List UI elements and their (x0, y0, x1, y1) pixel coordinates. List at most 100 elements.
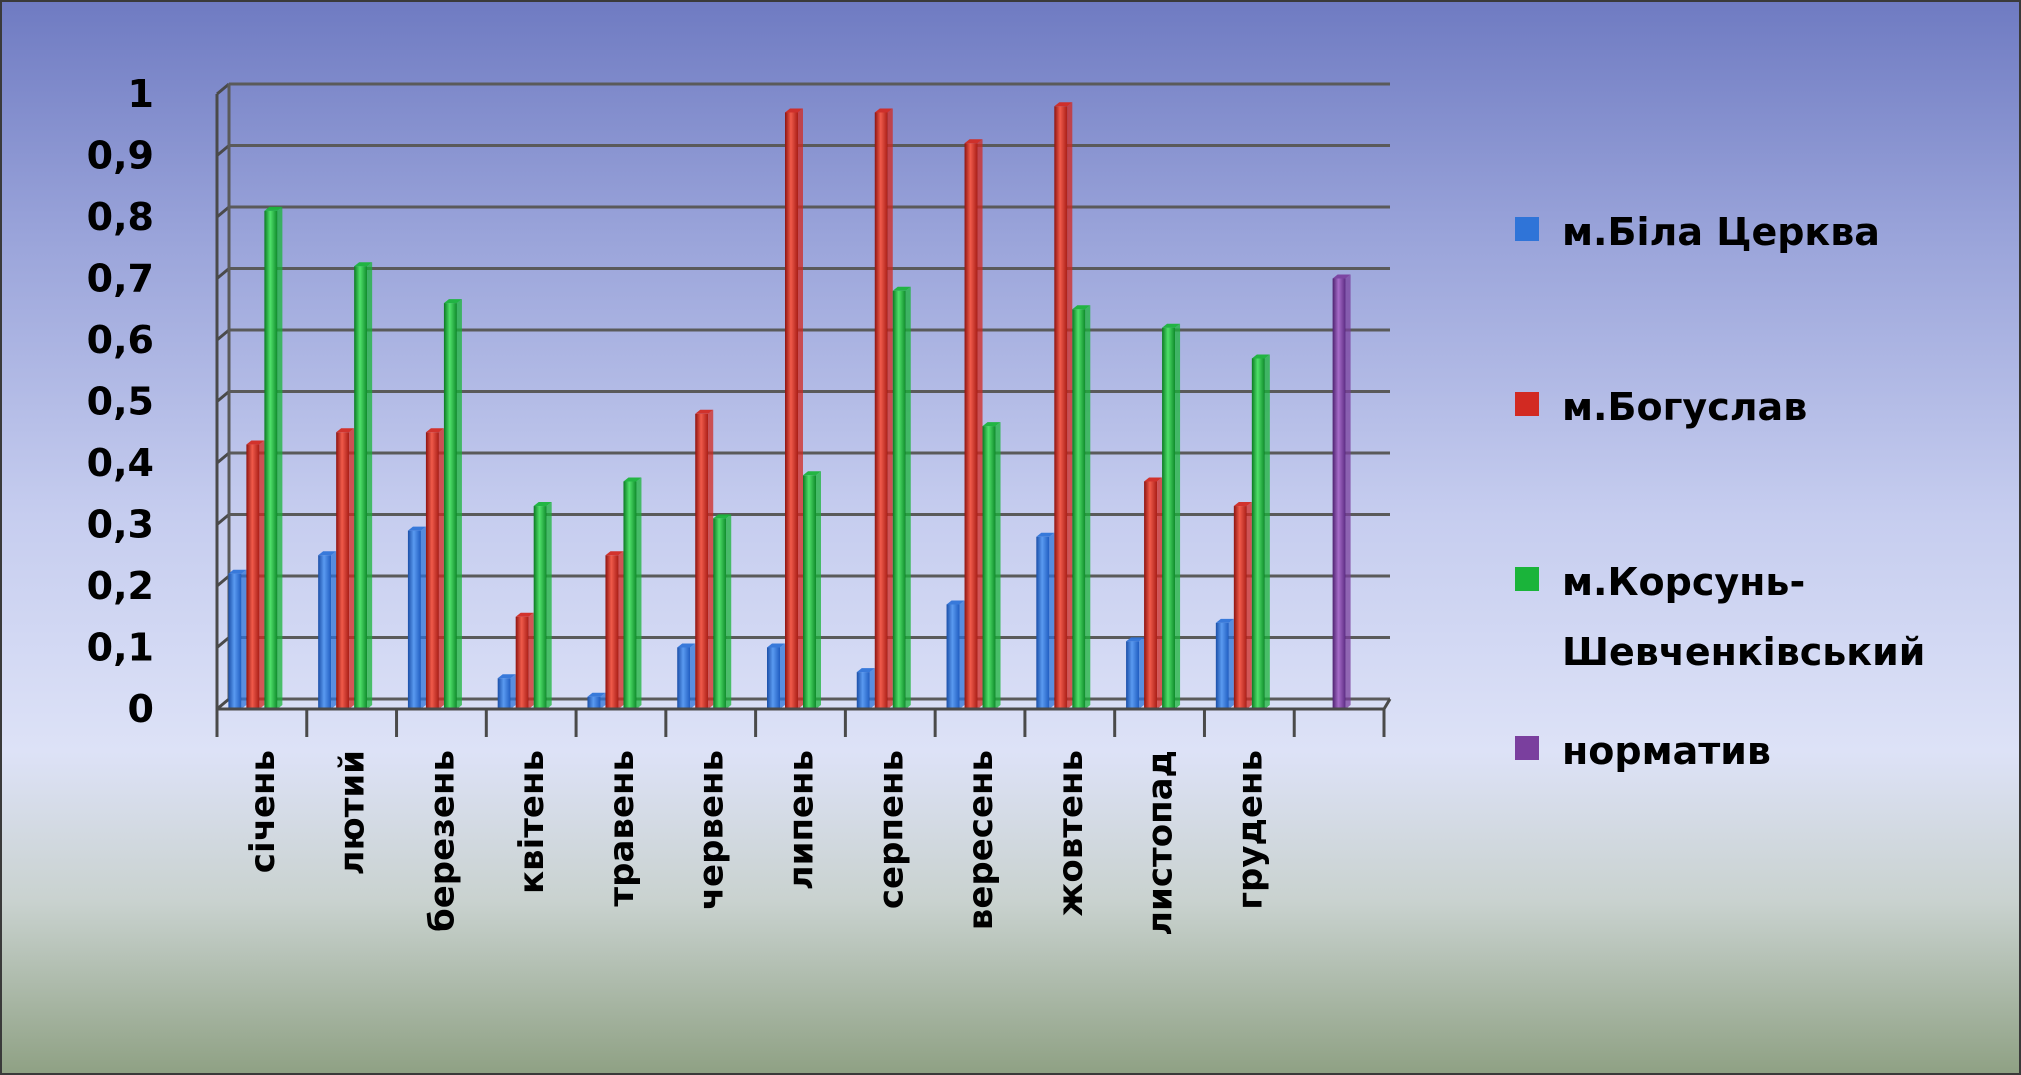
bar-top (228, 569, 247, 574)
bar-top (803, 471, 821, 476)
bar-top (946, 600, 965, 605)
bar-side (510, 674, 516, 709)
bar-top (515, 612, 534, 617)
bar-front (767, 647, 780, 709)
legend-label-line: норматив (1562, 729, 1771, 773)
bar-top (856, 668, 875, 673)
bar-top (767, 643, 785, 648)
bar-front (623, 481, 637, 709)
bar-front (1251, 358, 1265, 709)
legend-label-line: м.Корсунь- (1562, 560, 1805, 604)
bar-side (1157, 477, 1163, 709)
bar-front (336, 432, 350, 709)
bar-top (1162, 323, 1181, 328)
bar (533, 502, 552, 709)
bar-top (354, 262, 373, 267)
bar-side (618, 551, 624, 709)
y-tick-label: 0,7 (87, 257, 154, 301)
bar-side (1345, 274, 1351, 709)
y-tick-label: 0,9 (87, 134, 154, 178)
x-tick-label: серпень (871, 750, 911, 909)
legend-swatch (1515, 736, 1539, 760)
x-axis-depth (1382, 698, 1392, 710)
bar-top (425, 428, 444, 433)
bar (695, 409, 714, 709)
x-tick-label: квітень (512, 750, 552, 894)
bar-side (438, 428, 444, 709)
bar-front (497, 678, 511, 709)
bar-front (982, 426, 996, 709)
bar-top (246, 440, 265, 445)
gridline-depth (216, 636, 230, 649)
bar-top (1144, 477, 1163, 482)
x-axis-labels: січень лютий березень квітень травень червень… (243, 750, 1270, 936)
legend-label: м.Богуслав (1562, 385, 1807, 429)
bar-top (1233, 502, 1252, 507)
gridline-depth (216, 390, 230, 403)
bar-front (1072, 309, 1086, 709)
x-tick-label: червень (692, 750, 732, 910)
bar (1054, 102, 1073, 710)
bar-top (1215, 618, 1234, 623)
gridline-depth (216, 574, 230, 588)
bar-side (1085, 305, 1091, 709)
bar-front (407, 530, 421, 709)
bar-front (803, 475, 816, 709)
bar-side (887, 108, 893, 709)
legend-label-line: м.Біла Церква (1562, 210, 1880, 254)
bar (874, 108, 893, 709)
bar-front (443, 303, 457, 709)
bar-side (600, 692, 606, 709)
bar-front (677, 647, 691, 709)
bar-top (533, 502, 552, 507)
bar-top (1332, 274, 1351, 279)
legend-swatch (1515, 392, 1539, 416)
bar-side (905, 286, 911, 709)
bar-front (785, 112, 798, 709)
bar-front (874, 112, 888, 709)
bar (354, 262, 373, 709)
bar (425, 428, 444, 709)
bar (677, 643, 696, 709)
bar (228, 569, 247, 709)
bar (946, 600, 965, 709)
bar-side (241, 569, 247, 709)
bar-side (420, 526, 426, 709)
bar (1332, 274, 1351, 709)
bar-top (874, 108, 893, 113)
bar-side (995, 422, 1001, 709)
bar-front (515, 616, 529, 709)
bar-top (318, 551, 337, 556)
bar (1215, 618, 1234, 709)
bar-side (277, 206, 283, 709)
x-tick-label: грудень (1230, 750, 1270, 910)
bar-front (1332, 278, 1346, 709)
bar-side (977, 139, 983, 709)
gridline-depth (216, 451, 230, 465)
bar-top (1126, 637, 1145, 642)
legend-label: норматив (1562, 729, 1771, 773)
bar (443, 299, 462, 709)
bar-front (246, 444, 260, 709)
bar (515, 612, 534, 709)
bar (1251, 354, 1270, 709)
bar-side (1049, 532, 1055, 709)
bar-side (349, 428, 355, 709)
bar-front (892, 290, 906, 709)
bar (318, 551, 337, 709)
bar (767, 643, 785, 709)
bar-side (1139, 637, 1145, 709)
legend-label-line: м.Богуслав (1562, 385, 1807, 429)
bar (587, 692, 606, 709)
bar-top (605, 551, 624, 556)
bar-front (354, 266, 368, 709)
gridline-depth (216, 82, 230, 96)
legend-swatch (1515, 217, 1539, 241)
bar-top (982, 422, 1001, 427)
x-tick-label: листопад (1141, 750, 1181, 936)
bar-front (856, 672, 870, 709)
bar-front (1162, 327, 1176, 709)
bar-top (1072, 305, 1091, 310)
